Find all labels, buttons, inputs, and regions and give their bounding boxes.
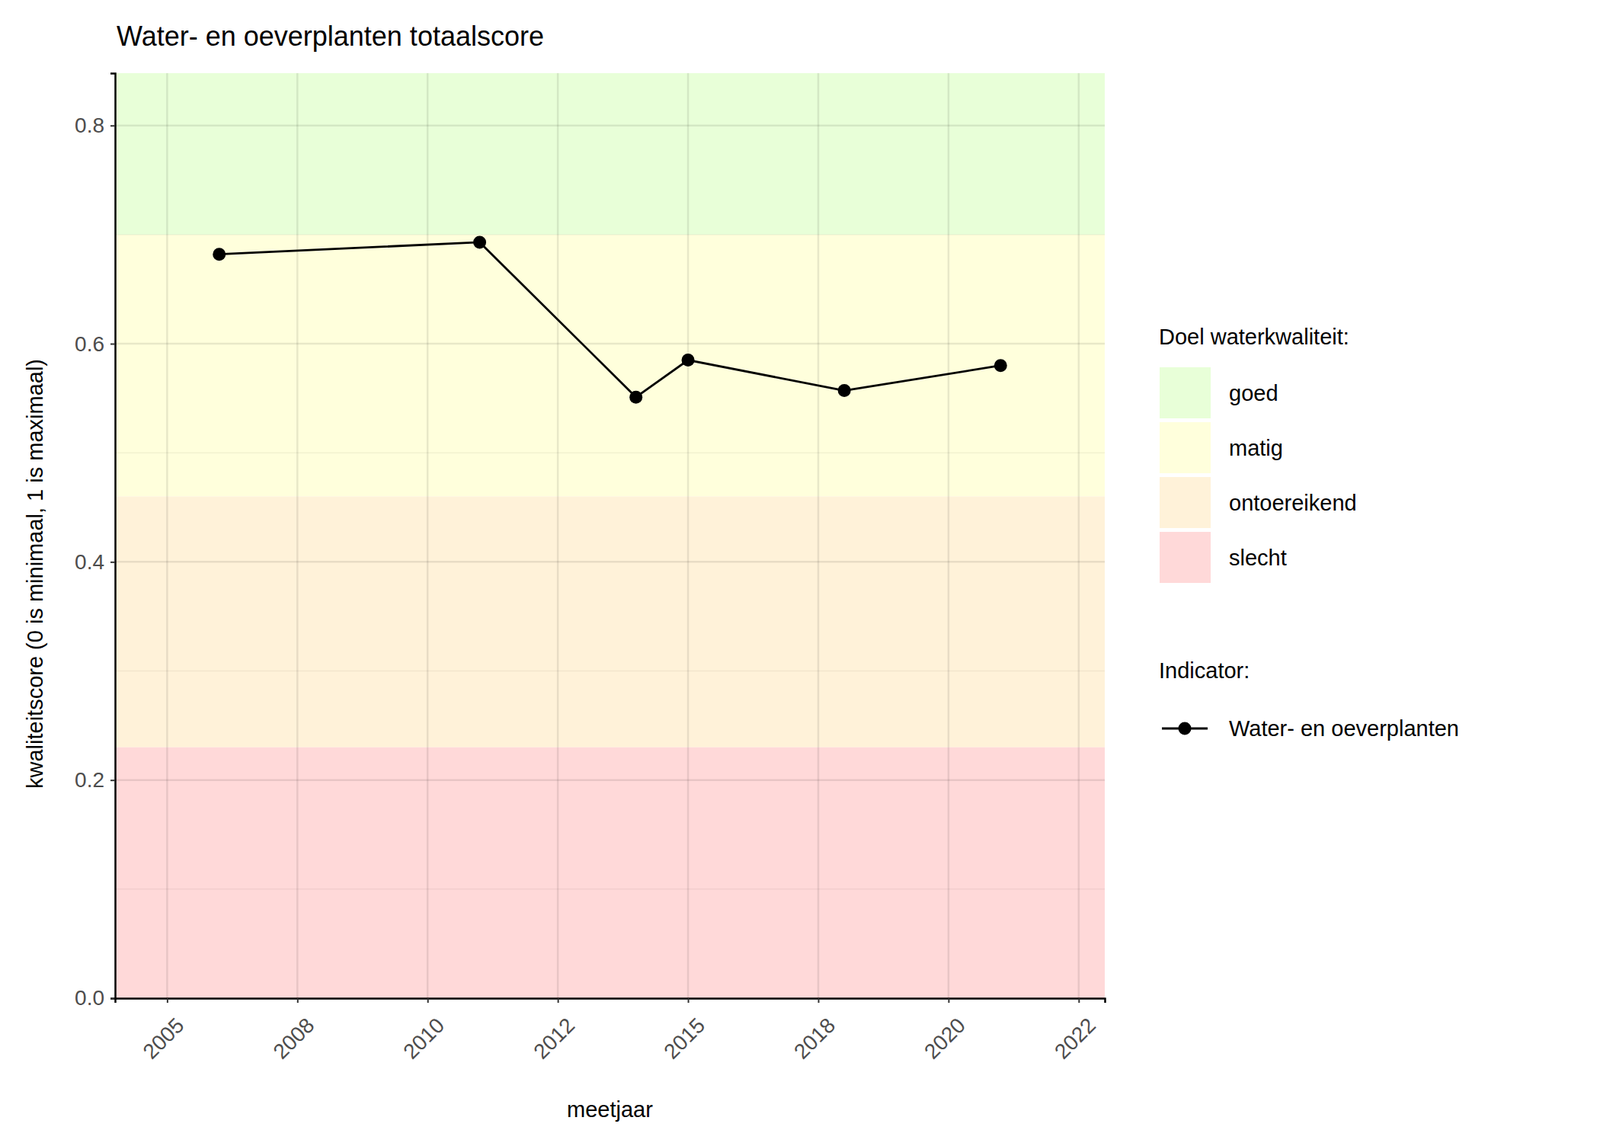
y-tick-mark: [110, 124, 116, 127]
y-tick-mark: [110, 561, 116, 564]
grid-line: [115, 560, 1105, 564]
legend-swatch: [1159, 531, 1211, 583]
x-axis: 2005 2008 2010 2012 2015 2018 2020 2022: [115, 998, 1106, 1064]
y-tick-label: 0.4: [74, 550, 105, 574]
x-tick-label: 2020: [919, 1013, 970, 1064]
y-tick-label: 0.2: [74, 768, 105, 792]
plot-area: [115, 73, 1105, 999]
grid-line: [947, 73, 951, 999]
quality-band: [115, 747, 1105, 999]
y-tick-mark: [110, 998, 116, 1000]
x-tick-mark: [947, 998, 950, 1003]
y-tick-label: 0.6: [74, 331, 105, 356]
quality-band: [115, 496, 1105, 747]
x-axis-title: meetjaar: [566, 1097, 653, 1122]
y-tick: 0.4: [74, 550, 116, 574]
legend-swatch: [1159, 422, 1211, 474]
x-tick: 2015: [659, 998, 710, 1064]
legend-label: goed: [1228, 380, 1279, 406]
x-tick-label: 2005: [138, 1013, 189, 1064]
x-tick-mark: [297, 998, 299, 1003]
y-tick-label: 0.0: [74, 985, 105, 1010]
y-tick: 0.6: [74, 331, 116, 356]
quality-band: [115, 234, 1105, 497]
x-tick: 2020: [919, 998, 970, 1064]
minor-grid-line: [115, 670, 1105, 672]
y-tick: 0.0: [74, 985, 116, 1010]
grid-line: [115, 778, 1105, 781]
grid-line: [687, 73, 690, 999]
grid-line: [166, 73, 169, 999]
series-marker: [994, 358, 1008, 372]
x-tick-label: 2010: [398, 1013, 449, 1064]
series-marker: [838, 384, 852, 397]
series-marker: [473, 235, 487, 249]
x-axis-line: [115, 998, 1106, 1004]
series-marker: [681, 353, 695, 367]
grid-line: [817, 73, 820, 999]
grid-line: [115, 342, 1105, 346]
y-tick-mark: [110, 779, 116, 781]
x-tick: 2008: [268, 998, 319, 1064]
minor-grid-line: [115, 888, 1105, 890]
grid-line: [115, 124, 1105, 127]
series-line: [219, 242, 1002, 397]
series-marker: [629, 390, 643, 404]
y-tick-mark: [110, 343, 116, 346]
y-tick-label: 0.8: [74, 113, 105, 138]
x-tick-mark: [1078, 998, 1080, 1003]
grid-line: [556, 73, 560, 999]
y-axis-line: [110, 73, 116, 999]
chart-title: Water- en oeverplanten totaalscore: [116, 20, 544, 52]
legend-marker: [1178, 722, 1192, 736]
legend-label: matig: [1228, 435, 1284, 461]
x-tick-label: 2012: [528, 1013, 580, 1064]
x-tick-label: 2018: [789, 1013, 840, 1064]
x-tick-label: 2015: [659, 1013, 710, 1064]
grid-line: [296, 73, 299, 999]
legend-title: Indicator:: [1158, 658, 1250, 683]
legend-label: ontoereikend: [1228, 490, 1357, 516]
x-tick-mark: [166, 998, 169, 1003]
legend-swatch: [1159, 367, 1211, 419]
quality-band: [115, 73, 1105, 235]
x-tick: 2022: [1049, 998, 1101, 1064]
minor-grid-line: [115, 451, 1105, 454]
y-tick: 0.8: [74, 113, 116, 138]
x-tick-mark: [688, 998, 690, 1003]
x-tick-mark: [817, 998, 820, 1003]
x-tick: 2012: [528, 998, 580, 1064]
grid-line: [1078, 73, 1081, 999]
grid-line: [426, 73, 429, 999]
x-tick-mark: [427, 998, 429, 1003]
y-axis: 0.0 0.2 0.4 0.6 0.8: [74, 73, 116, 1011]
legend-label: slecht: [1228, 545, 1287, 570]
minor-grid-line: [115, 233, 1105, 236]
x-tick-label: 2022: [1049, 1013, 1101, 1064]
x-tick: 2005: [138, 998, 189, 1064]
x-tick: 2018: [789, 998, 840, 1064]
y-axis-title: kwaliteitscore (0 is minimaal, 1 is maxi…: [22, 358, 48, 789]
y-tick: 0.2: [74, 768, 116, 792]
chart: 0.00.20.40.60.82005200820102012201520182…: [0, 0, 1600, 1143]
legend-swatch: [1159, 476, 1211, 528]
series-marker: [212, 247, 226, 261]
legend-title: Doel waterkwaliteit:: [1158, 324, 1350, 349]
x-tick-mark: [557, 998, 560, 1003]
legend-label: Water- en oeverplanten: [1228, 716, 1460, 741]
x-tick: 2010: [398, 998, 449, 1064]
x-tick-label: 2008: [268, 1013, 319, 1064]
